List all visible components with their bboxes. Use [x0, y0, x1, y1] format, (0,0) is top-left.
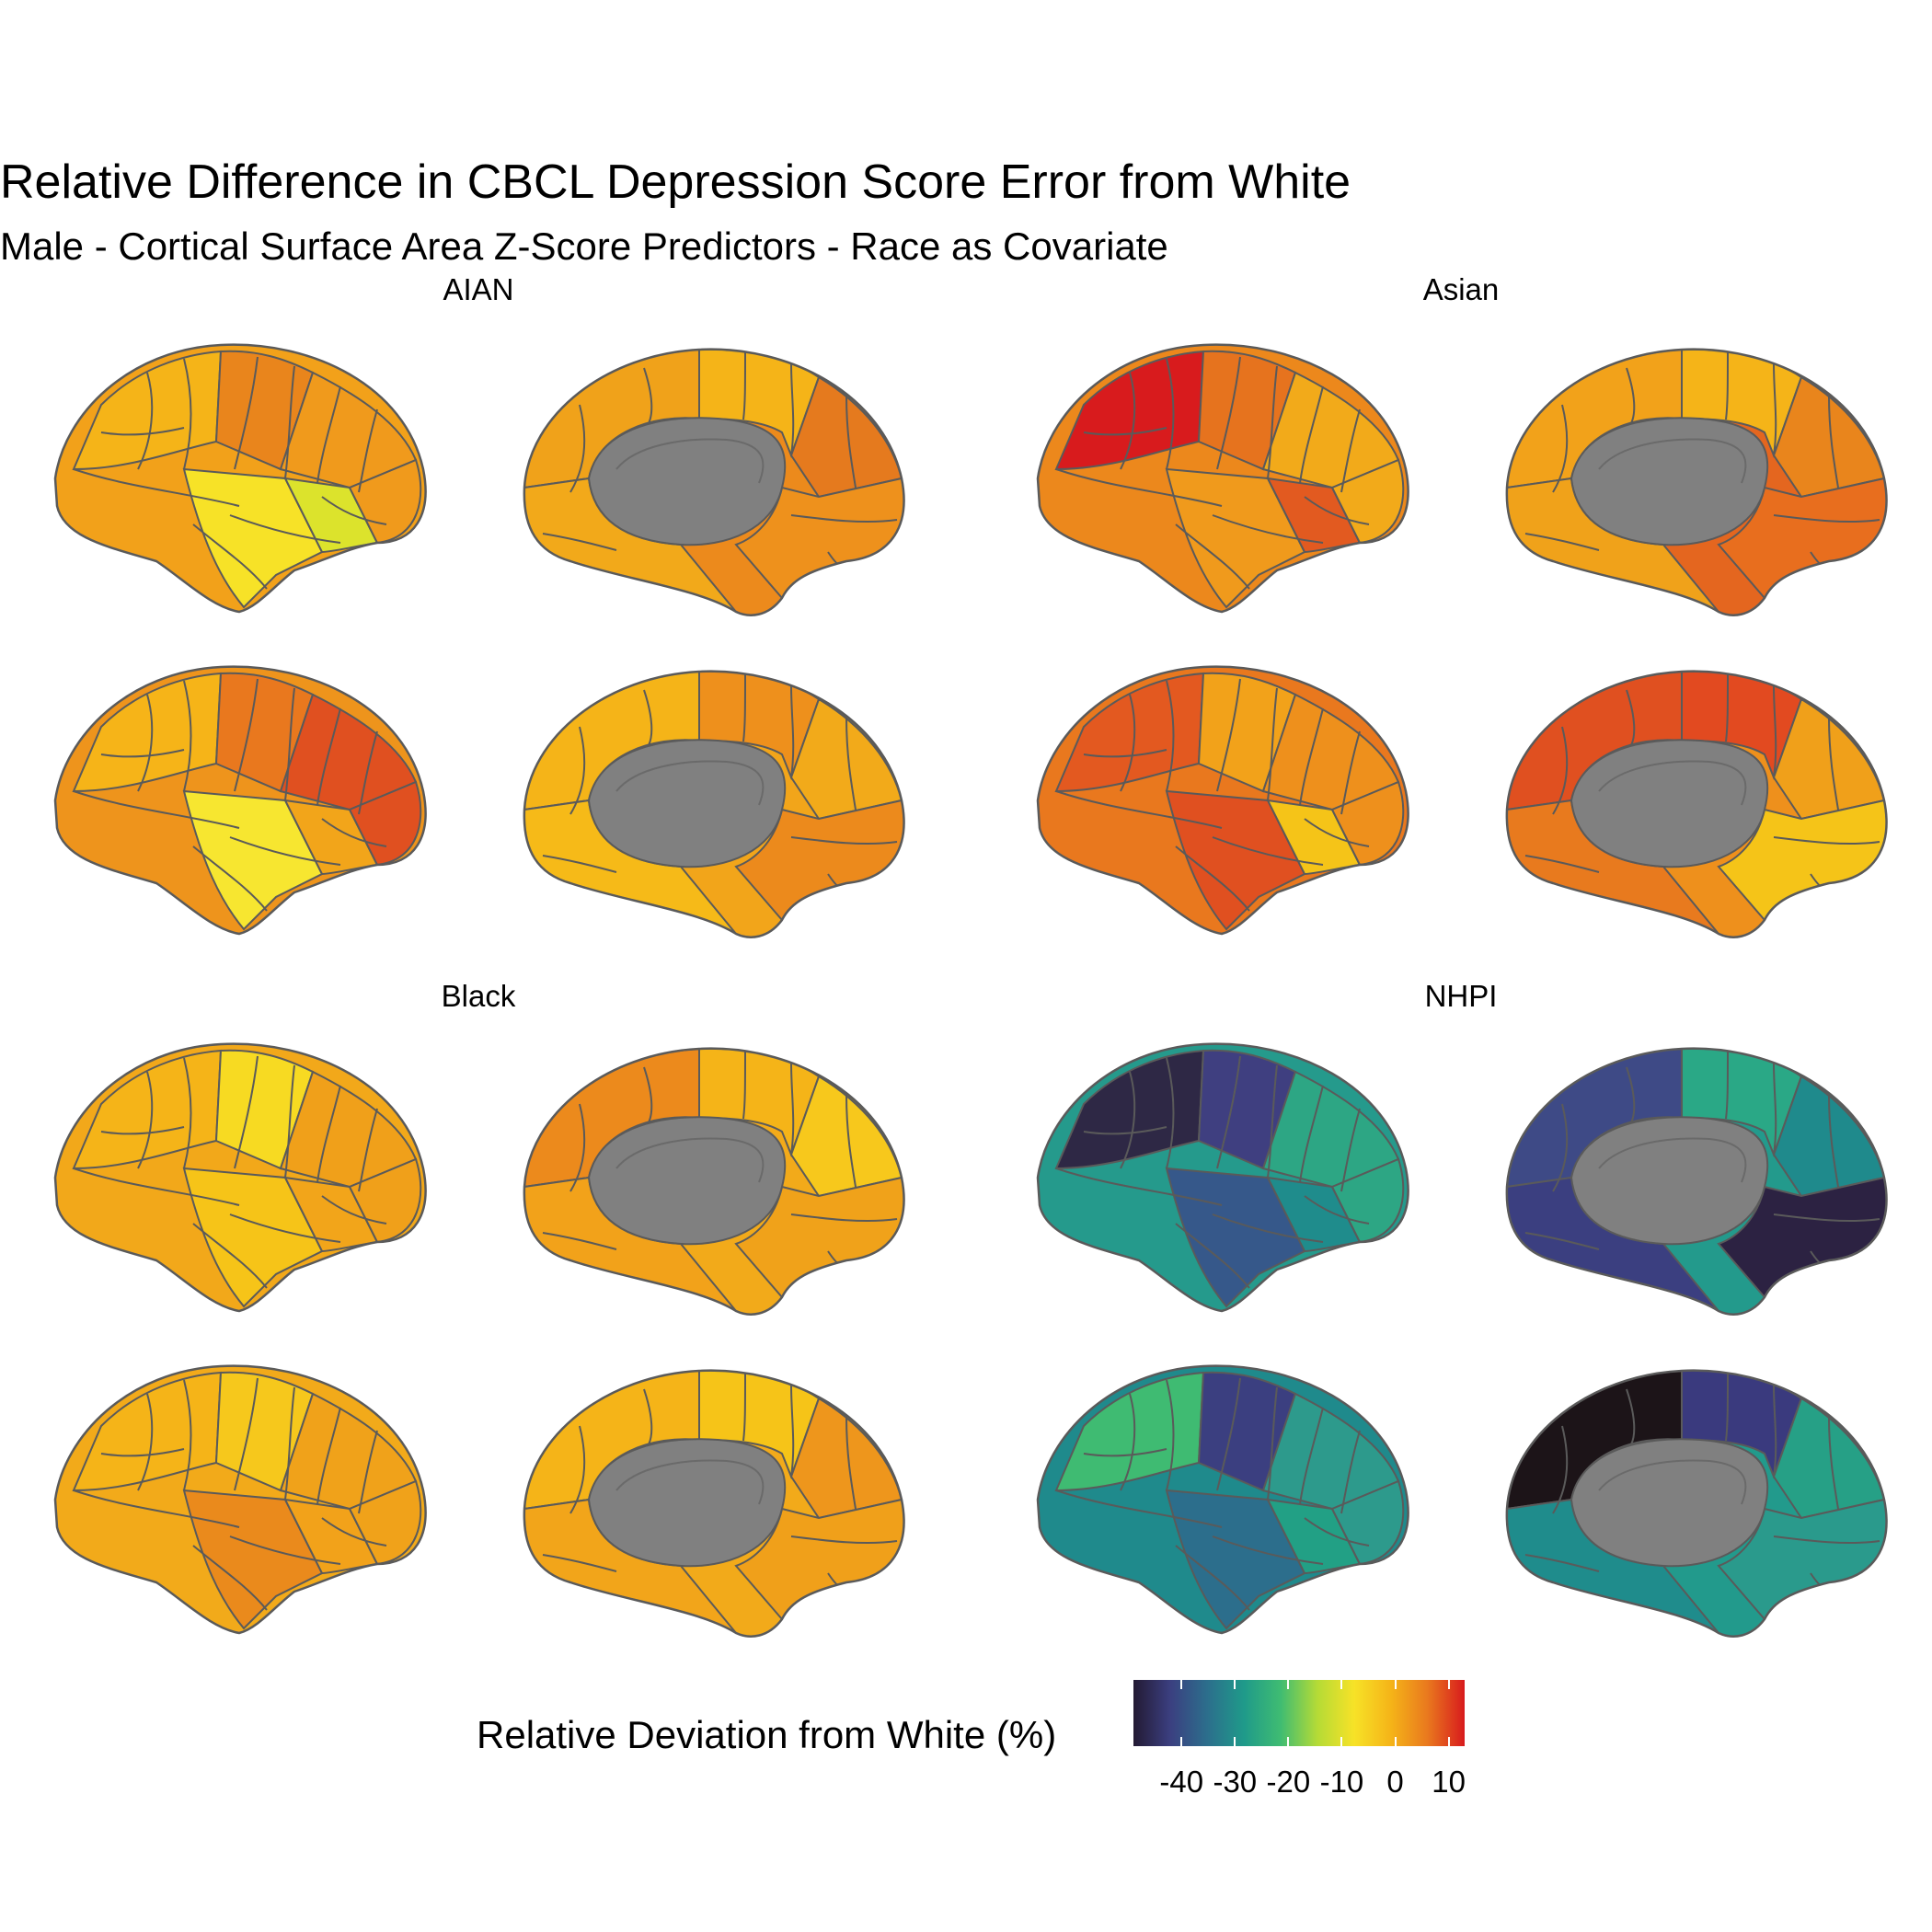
panel-label-black: Black [441, 979, 516, 1013]
legend-title: Relative Deviation from White (%) [477, 1713, 1057, 1756]
legend-tick-label: -20 [1266, 1765, 1311, 1799]
brain-outline [1505, 348, 1888, 616]
brain-nhpi-view-3 [1036, 1364, 1409, 1635]
brain-nhpi-view-4 [1505, 1369, 1888, 1638]
medial-wall [587, 739, 787, 868]
legend-tick-mark [1394, 1680, 1397, 1689]
brain-asian-view-1 [1036, 343, 1409, 614]
brain-asian-view-3 [1036, 665, 1409, 936]
panel-label-asian: Asian [1422, 272, 1500, 306]
panel-label-nhpi: NHPI [1424, 979, 1498, 1013]
legend-tick-mark [1287, 1680, 1290, 1689]
brain-aian-view-3 [53, 665, 427, 936]
cortical-region [1165, 467, 1306, 609]
cortical-region [182, 789, 324, 931]
legend-colorbar [1133, 1680, 1465, 1746]
legend-tick-mark [1180, 1680, 1183, 1689]
chart-subtitle: Male - Cortical Surface Area Z-Score Pre… [0, 224, 1168, 268]
legend-tick-mark [1340, 1680, 1343, 1689]
cortical-region [1165, 1167, 1306, 1308]
brain-outline [1036, 1042, 1409, 1313]
panel-label-aian: AIAN [443, 272, 514, 306]
medial-wall [1570, 417, 1769, 546]
brain-outline [1505, 1369, 1888, 1638]
legend-tick-mark [1180, 1737, 1183, 1746]
cortical-region [182, 1167, 324, 1308]
legend-tick-mark [1287, 1737, 1290, 1746]
brain-outline [1036, 665, 1409, 936]
brain-outline [1036, 343, 1409, 614]
cortical-region [1165, 789, 1306, 931]
brain-black-view-1 [53, 1042, 427, 1313]
cortical-region [1165, 1489, 1306, 1630]
brain-asian-view-4 [1505, 670, 1888, 938]
legend-tick-label: 0 [1386, 1765, 1404, 1799]
legend-tick-mark [1394, 1737, 1397, 1746]
brain-outline [53, 1042, 427, 1313]
legend-tick-label: -10 [1319, 1765, 1364, 1799]
chart-title: Relative Difference in CBCL Depression S… [0, 155, 1351, 209]
cortical-region [182, 467, 324, 609]
legend-tick-mark [1234, 1737, 1236, 1746]
brain-aian-view-1 [53, 343, 427, 614]
brain-black-view-3 [53, 1364, 427, 1635]
legend-tick-mark [1234, 1680, 1236, 1689]
brain-outline [53, 665, 427, 936]
brain-aian-view-4 [523, 670, 905, 938]
brain-outline [523, 670, 905, 938]
brain-nhpi-view-2 [1505, 1047, 1888, 1316]
legend-tick-mark [1340, 1737, 1343, 1746]
brain-nhpi-view-1 [1036, 1042, 1409, 1313]
cortical-region [182, 1489, 324, 1630]
legend-tick-mark [1447, 1680, 1450, 1689]
brain-outline [1505, 670, 1888, 938]
brain-outline [1505, 1047, 1888, 1316]
brain-aian-view-2 [523, 348, 905, 616]
medial-wall [587, 1438, 787, 1568]
medial-wall [1570, 1116, 1769, 1246]
brain-black-view-2 [523, 1047, 905, 1316]
brain-asian-view-2 [1505, 348, 1888, 616]
brain-outline [523, 1047, 905, 1316]
medial-wall [1570, 739, 1769, 868]
brain-outline [53, 1364, 427, 1635]
brain-outline [523, 348, 905, 616]
legend-tick-label: 10 [1432, 1765, 1466, 1799]
legend-tick-label: -30 [1213, 1765, 1258, 1799]
legend-tick-label: -40 [1159, 1765, 1204, 1799]
legend-tick-mark [1447, 1737, 1450, 1746]
brain-black-view-4 [523, 1369, 905, 1638]
brain-outline [53, 343, 427, 614]
medial-wall [1570, 1438, 1769, 1568]
brain-outline [523, 1369, 905, 1638]
medial-wall [587, 1116, 787, 1246]
brain-outline [1036, 1364, 1409, 1635]
medial-wall [587, 417, 787, 546]
